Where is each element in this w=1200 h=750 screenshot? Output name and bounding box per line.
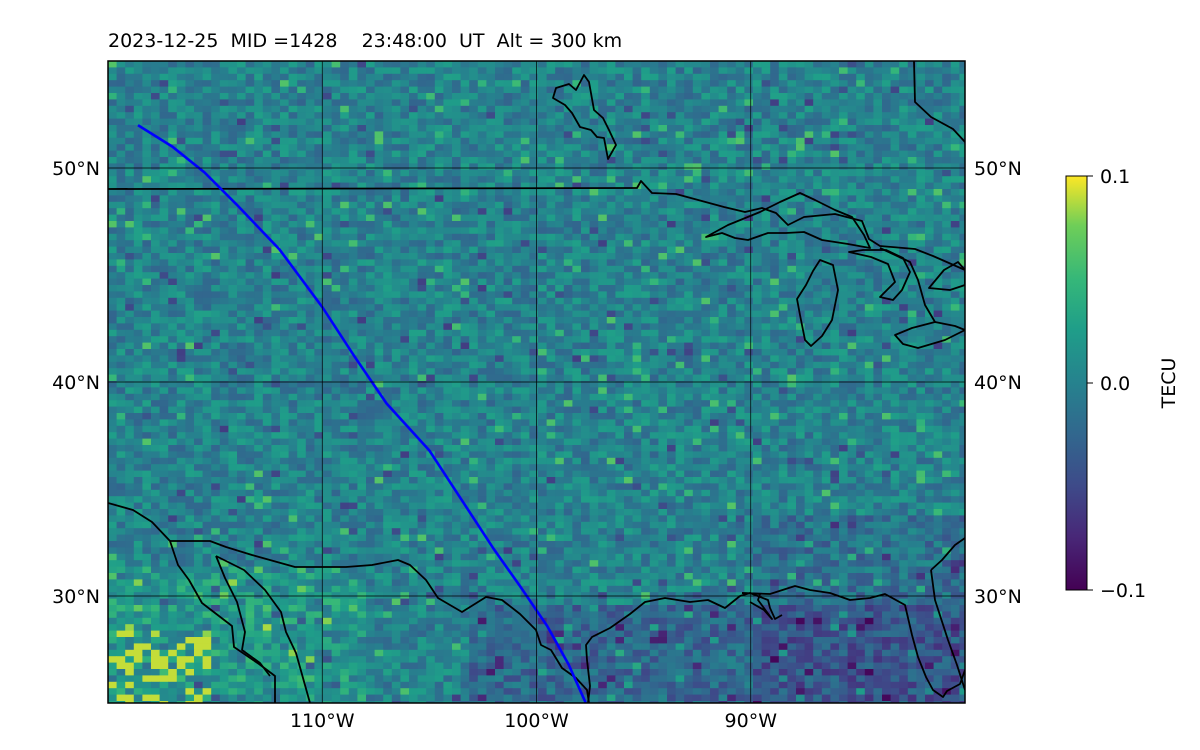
us-mexico-border <box>170 540 590 703</box>
baja-east-coast <box>215 555 271 677</box>
us-canada-border <box>108 180 965 271</box>
colorbar-tick-label: 0.0 <box>1100 373 1130 395</box>
colorbar-tick-label: −0.1 <box>1100 580 1146 602</box>
colorbar-label: TECU <box>1158 358 1180 410</box>
lake-superior <box>705 192 871 249</box>
canada-us-east <box>879 247 936 323</box>
florida-atlantic-coast <box>930 537 965 571</box>
gulf-coast-mx <box>585 592 783 703</box>
labrador-coast <box>913 61 965 143</box>
florida-west <box>930 569 965 691</box>
hudson-bay-coast <box>552 74 617 160</box>
gulf-east <box>741 592 773 620</box>
coastlines-borders <box>108 61 965 703</box>
axis-tick-labels: 30°N 30°N 40°N 40°N 50°N 50°N 110°W 100°W 90°W <box>52 158 1022 732</box>
lat-tick-label-left: 50°N <box>52 158 100 180</box>
lat-tick-label-left: 30°N <box>52 586 100 608</box>
lon-tick-label: 110°W <box>290 710 355 732</box>
lat-tick-label-left: 40°N <box>52 372 100 394</box>
colorbar: 0.1 0.0 −0.1 TECU <box>1065 166 1180 602</box>
lake-michigan <box>796 259 839 347</box>
gulf-coast-us <box>741 585 965 698</box>
lake-erie <box>894 321 965 349</box>
satellite-ground-track <box>137 124 587 703</box>
lon-tick-label: 100°W <box>504 710 569 732</box>
colorbar-gradient <box>1065 175 1088 591</box>
baja-peninsula <box>215 555 311 703</box>
lake-ontario <box>928 261 965 291</box>
lon-tick-label: 90°W <box>725 710 778 732</box>
colorbar-tick-label: 0.1 <box>1100 166 1130 188</box>
map-title: 2023-12-25 MID =1428 23:48:00 UT Alt = 3… <box>108 30 623 52</box>
lat-tick-label-right: 30°N <box>974 586 1022 608</box>
lat-tick-label-right: 50°N <box>974 158 1022 180</box>
map-frame <box>107 60 966 704</box>
graticule <box>108 61 965 703</box>
lat-tick-label-right: 40°N <box>974 372 1022 394</box>
